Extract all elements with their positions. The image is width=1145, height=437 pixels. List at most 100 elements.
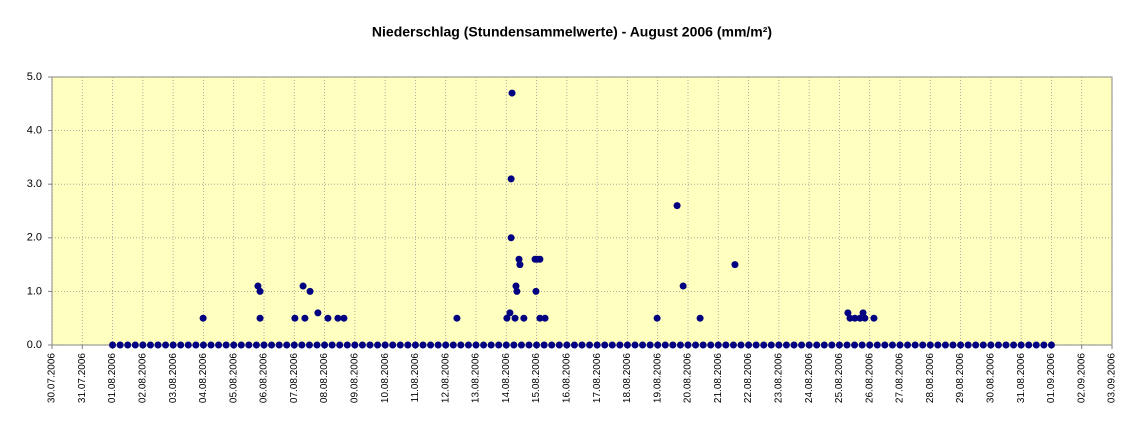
point (374, 341, 382, 349)
point (154, 341, 162, 349)
point (366, 341, 374, 349)
point (541, 314, 549, 322)
point (646, 341, 654, 349)
point (957, 341, 965, 349)
point (737, 341, 745, 349)
point (919, 341, 927, 349)
point (513, 287, 521, 295)
point (926, 341, 934, 349)
point (1025, 341, 1033, 349)
x-tick-label: 06.08.2006 (259, 353, 270, 403)
x-tick-label: 27.08.2006 (895, 353, 906, 403)
point (199, 314, 207, 322)
point (305, 341, 313, 349)
point (684, 341, 692, 349)
point (775, 341, 783, 349)
y-tick-label: 5.0 (27, 71, 42, 83)
point (949, 341, 957, 349)
point (442, 341, 450, 349)
point (177, 341, 185, 349)
point (449, 341, 457, 349)
point (487, 341, 495, 349)
point (520, 314, 528, 322)
point (283, 341, 291, 349)
point (654, 341, 662, 349)
point (699, 341, 707, 349)
point (673, 202, 681, 210)
x-tick-label: 09.08.2006 (349, 353, 360, 403)
x-tick-label: 26.08.2006 (864, 353, 875, 403)
point (480, 341, 488, 349)
point (881, 341, 889, 349)
x-tick-label: 30.07.2006 (47, 353, 58, 403)
point (782, 341, 790, 349)
x-tick-label: 04.08.2006 (198, 353, 209, 403)
x-tick-label: 29.08.2006 (955, 353, 966, 403)
point (533, 341, 541, 349)
point (192, 341, 200, 349)
point (343, 341, 351, 349)
point (563, 341, 571, 349)
point (979, 341, 987, 349)
point (548, 341, 556, 349)
point (696, 314, 704, 322)
point (525, 341, 533, 349)
point (858, 341, 866, 349)
point (639, 341, 647, 349)
point (411, 341, 419, 349)
point (669, 341, 677, 349)
point (964, 341, 972, 349)
point (464, 341, 472, 349)
point (616, 341, 624, 349)
point (290, 341, 298, 349)
point (661, 341, 669, 349)
point (199, 341, 207, 349)
point (752, 341, 760, 349)
x-tick-label: 20.08.2006 (683, 353, 694, 403)
point (306, 287, 314, 295)
y-tick-label: 4.0 (27, 125, 42, 137)
point (729, 341, 737, 349)
plot-area (51, 76, 1113, 346)
point (358, 341, 366, 349)
point (767, 341, 775, 349)
point (260, 341, 268, 349)
point (873, 341, 881, 349)
point (676, 341, 684, 349)
x-tick-label: 01.08.2006 (107, 353, 118, 403)
point (275, 341, 283, 349)
x-tick-label: 17.08.2006 (592, 353, 603, 403)
point (820, 341, 828, 349)
point (507, 175, 515, 183)
y-tick-label: 2.0 (27, 232, 42, 244)
x-tick-label: 03.08.2006 (168, 353, 179, 403)
point (745, 341, 753, 349)
point (805, 341, 813, 349)
point (851, 314, 859, 322)
point (813, 341, 821, 349)
point (844, 309, 852, 317)
point (328, 341, 336, 349)
point (911, 341, 919, 349)
point (184, 341, 192, 349)
point (321, 341, 329, 349)
point (540, 341, 548, 349)
point (790, 341, 798, 349)
point (495, 341, 503, 349)
point (237, 341, 245, 349)
point (608, 341, 616, 349)
x-tick-label: 24.08.2006 (804, 353, 815, 403)
point (1002, 341, 1010, 349)
point (146, 341, 154, 349)
point (334, 314, 342, 322)
point (1047, 341, 1055, 349)
point (692, 341, 700, 349)
point (1017, 341, 1025, 349)
x-tick-label: 02.09.2006 (1076, 353, 1087, 403)
point (336, 341, 344, 349)
point (245, 341, 253, 349)
point (1040, 341, 1048, 349)
x-tick-label: 10.08.2006 (380, 353, 391, 403)
